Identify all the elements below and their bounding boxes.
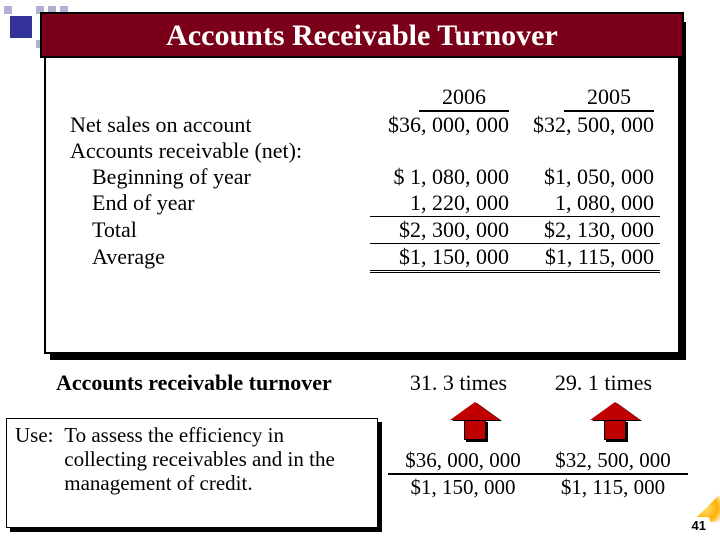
year-header-1: 2006 (419, 84, 509, 112)
row-end-y2: 1, 080, 000 (515, 190, 660, 217)
slide-title: Accounts Receivable Turnover (40, 12, 684, 58)
row-beginning-y2: $1, 050, 000 (515, 164, 660, 190)
fraction-y2-numerator: $32, 500, 000 (538, 448, 688, 475)
row-end-y1: 1, 220, 000 (370, 190, 515, 217)
row-ar-net-label: Accounts receivable (net): (70, 138, 370, 164)
slide-number: 41 (688, 517, 710, 534)
row-beginning-y1: $ 1, 080, 000 (370, 164, 515, 190)
row-net-sales-y1: $36, 000, 000 (370, 112, 515, 138)
row-total-y1: $2, 300, 000 (370, 217, 515, 244)
arrows-group (420, 400, 680, 448)
fraction-y1-denominator: $1, 150, 000 (388, 475, 538, 500)
turnover-y2: 29. 1 times (531, 370, 676, 396)
row-total-y2: $2, 130, 000 (515, 217, 660, 244)
use-label: Use: (15, 423, 59, 447)
use-text: To assess the efficiency in collecting r… (64, 423, 364, 495)
row-average-label: Average (70, 244, 370, 273)
row-net-sales-label: Net sales on account (70, 112, 370, 138)
year-header-2: 2005 (564, 84, 654, 112)
row-net-sales-y2: $32, 500, 000 (515, 112, 660, 138)
row-average-y1: $1, 150, 000 (370, 244, 515, 273)
row-average-y2: $1, 115, 000 (515, 244, 660, 273)
fractions: $36, 000, 000 $32, 500, 000 $1, 150, 000… (388, 448, 698, 500)
up-arrow-icon (590, 402, 640, 440)
turnover-y1: 31. 3 times (386, 370, 531, 396)
turnover-label: Accounts receivable turnover (56, 370, 386, 396)
row-total-label: Total (70, 217, 370, 244)
data-table: 2006 2005 Net sales on account $36, 000,… (70, 84, 670, 273)
fraction-y1-numerator: $36, 000, 000 (388, 448, 538, 475)
row-beginning-label: Beginning of year (70, 164, 370, 190)
use-box: Use: To assess the efficiency in collect… (6, 418, 378, 528)
fraction-y2-denominator: $1, 115, 000 (538, 475, 688, 500)
up-arrow-icon (450, 402, 500, 440)
row-end-label: End of year (70, 190, 370, 217)
turnover-row: Accounts receivable turnover 31. 3 times… (56, 370, 696, 396)
